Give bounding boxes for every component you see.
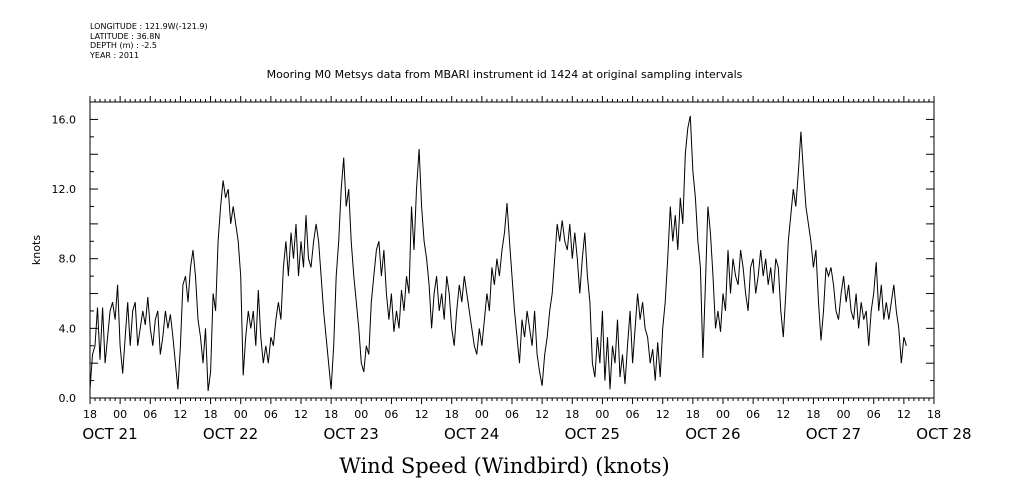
x-tick-label: 12: [656, 408, 670, 421]
metadata-depth: DEPTH (m) : -2.5: [90, 41, 157, 50]
x-tick-label: 12: [415, 408, 429, 421]
x-tick-label: 00: [113, 408, 127, 421]
x-tick-label: 18: [204, 408, 218, 421]
y-tick-label: 4.0: [59, 322, 77, 335]
x-tick-label: 12: [897, 408, 911, 421]
y-axis-label: knots: [30, 235, 43, 265]
x-tick-label: 12: [776, 408, 790, 421]
metadata-block: LONGITUDE : 121.9W(-121.9) LATITUDE : 36…: [90, 22, 208, 60]
x-tick-label: 18: [445, 408, 459, 421]
x-tick-label: 18: [806, 408, 820, 421]
x-day-label: OCT 23: [323, 425, 378, 443]
plot-frame: [89, 101, 935, 399]
x-tick-label: 18: [324, 408, 338, 421]
x-tick-label: 00: [595, 408, 609, 421]
y-tick-label: 12.0: [52, 183, 77, 196]
variable-title: Wind Speed (Windbird) (knots): [339, 454, 670, 478]
x-tick-label: 06: [384, 408, 398, 421]
x-day-label: OCT 27: [806, 425, 861, 443]
x-day-label: OCT 22: [203, 425, 258, 443]
x-day-label: OCT 26: [685, 425, 740, 443]
x-tick-label: 18: [927, 408, 941, 421]
wind-speed-series-line: [89, 115, 907, 392]
x-tick-label: 12: [173, 408, 187, 421]
x-tick-label: 06: [626, 408, 640, 421]
x-tick-label: 00: [716, 408, 730, 421]
x-day-label: OCT 28: [916, 425, 971, 443]
x-tick-label: 06: [746, 408, 760, 421]
y-tick-label: 16.0: [52, 113, 77, 126]
x-day-label: OCT 24: [444, 425, 499, 443]
x-tick-label: 06: [505, 408, 519, 421]
x-tick-label: 06: [867, 408, 881, 421]
x-day-label: OCT 21: [82, 425, 137, 443]
x-tick-label: 00: [475, 408, 489, 421]
x-tick-label: 18: [83, 408, 97, 421]
x-tick-label: 06: [143, 408, 157, 421]
x-tick-label: 12: [535, 408, 549, 421]
x-tick-label: 00: [234, 408, 248, 421]
metadata-year: YEAR : 2011: [90, 50, 140, 60]
x-tick-label: 00: [354, 408, 368, 421]
y-tick-label: 8.0: [59, 253, 77, 266]
x-tick-label: 18: [686, 408, 700, 421]
x-tick-label: 18: [565, 408, 579, 421]
metadata-longitude: LONGITUDE : 121.9W(-121.9): [90, 22, 208, 31]
x-tick-label: 06: [264, 408, 278, 421]
x-day-label: OCT 25: [565, 425, 620, 443]
y-tick-label: 0.0: [59, 392, 77, 405]
x-tick-label: 12: [294, 408, 308, 421]
metadata-latitude: LATITUDE : 36.8N: [90, 31, 161, 41]
x-tick-label: 00: [837, 408, 851, 421]
chart-title: Mooring M0 Metsys data from MBARI instru…: [266, 68, 743, 81]
